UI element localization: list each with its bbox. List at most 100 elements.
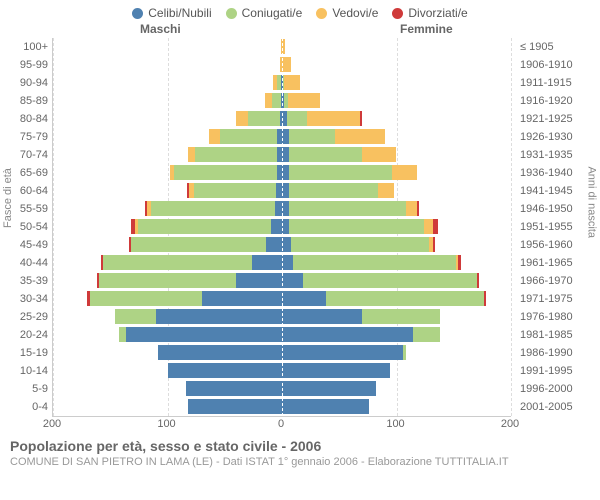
bar-segment-female xyxy=(424,219,433,234)
bar-segment-female xyxy=(293,255,456,270)
bar-segment-female xyxy=(282,237,291,252)
footer: Popolazione per età, sesso e stato civil… xyxy=(0,434,600,468)
age-label: 75-79 xyxy=(0,128,48,146)
bar-segment-female xyxy=(282,363,390,378)
bar-segment-female xyxy=(362,309,440,324)
birth-year-label: 1941-1945 xyxy=(514,182,600,200)
birth-year-label: 1911-1915 xyxy=(514,74,600,92)
bar-segment-male xyxy=(156,309,282,324)
birth-year-label: 1946-1950 xyxy=(514,200,600,218)
bar-segment-female xyxy=(282,147,289,162)
bar-segment-female xyxy=(289,165,392,180)
bar-segment-male xyxy=(103,255,252,270)
birth-year-label: 1951-1955 xyxy=(514,218,600,236)
age-label: 25-29 xyxy=(0,308,48,326)
x-tick-label: 100 xyxy=(386,418,404,430)
birth-year-label: 1991-1995 xyxy=(514,362,600,380)
legend-label: Coniugati/e xyxy=(242,6,303,20)
bar-segment-male xyxy=(168,363,283,378)
bar-segment-female xyxy=(417,201,419,216)
legend-item: Coniugati/e xyxy=(226,6,303,20)
bar-segment-male xyxy=(158,345,282,360)
bar-segment-female xyxy=(282,57,291,72)
bar-segment-female xyxy=(289,219,424,234)
bar-segment-female xyxy=(433,237,435,252)
age-label: 55-59 xyxy=(0,200,48,218)
bar-segment-male xyxy=(97,273,99,288)
bar-segment-female xyxy=(458,255,460,270)
age-label: 45-49 xyxy=(0,236,48,254)
x-tick-label: 100 xyxy=(157,418,175,430)
bar-segment-male xyxy=(266,237,282,252)
age-label: 15-19 xyxy=(0,344,48,362)
age-label: 50-54 xyxy=(0,218,48,236)
age-label: 20-24 xyxy=(0,326,48,344)
bar-segment-male xyxy=(209,129,220,144)
bar-segment-male xyxy=(126,327,282,342)
bar-segment-male xyxy=(236,111,247,126)
bar-segment-male xyxy=(189,183,194,198)
bar-segment-male xyxy=(248,111,280,126)
bar-segment-female xyxy=(360,111,362,126)
bar-segment-female xyxy=(282,291,326,306)
bar-segment-female xyxy=(392,165,417,180)
legend: Celibi/NubiliConiugati/eVedovi/eDivorzia… xyxy=(0,0,600,22)
bar-segment-male xyxy=(252,255,282,270)
birth-year-label: 1931-1935 xyxy=(514,146,600,164)
bar-segment-female xyxy=(406,201,417,216)
bar-segment-male xyxy=(236,273,282,288)
birth-year-label: ≤ 1905 xyxy=(514,38,600,56)
header-female: Femmine xyxy=(400,22,453,36)
legend-item: Vedovi/e xyxy=(316,6,378,20)
bar-segment-male xyxy=(101,255,103,270)
bar-segment-male xyxy=(131,219,136,234)
age-label: 35-39 xyxy=(0,272,48,290)
chart-subtitle: COMUNE DI SAN PIETRO IN LAMA (LE) - Dati… xyxy=(10,454,590,468)
age-label: 80-84 xyxy=(0,110,48,128)
x-tick-label: 0 xyxy=(278,418,284,430)
bar-segment-male xyxy=(188,399,282,414)
bar-segment-female xyxy=(289,129,335,144)
bar-segment-female xyxy=(291,237,428,252)
legend-swatch xyxy=(226,8,237,19)
age-label: 60-64 xyxy=(0,182,48,200)
bar-segment-female xyxy=(413,327,440,342)
birth-year-label: 1916-1920 xyxy=(514,92,600,110)
bar-segment-male xyxy=(131,237,266,252)
age-label: 0-4 xyxy=(0,398,48,416)
bar-segment-male xyxy=(135,219,137,234)
age-label: 100+ xyxy=(0,38,48,56)
bar-segment-female xyxy=(282,255,293,270)
bar-segment-male xyxy=(265,93,272,108)
x-axis: 2001000100200 xyxy=(52,416,510,434)
plot-area xyxy=(52,38,511,417)
bar-segment-male xyxy=(99,273,236,288)
bar-segment-female xyxy=(303,273,477,288)
birth-year-label: 1921-1925 xyxy=(514,110,600,128)
bar-segment-male xyxy=(87,291,89,306)
bar-segment-male xyxy=(119,327,126,342)
bar-segment-male xyxy=(271,219,282,234)
bar-segment-female xyxy=(282,165,289,180)
legend-swatch xyxy=(392,8,403,19)
bar-segment-female xyxy=(403,345,405,360)
birth-year-label: 1926-1930 xyxy=(514,128,600,146)
population-pyramid: Fasce di età Anni di nascita 20010001002… xyxy=(0,38,600,434)
bar-segment-male xyxy=(145,201,147,216)
birth-year-label: 1906-1910 xyxy=(514,56,600,74)
bar-segment-male xyxy=(174,165,277,180)
bar-segment-female xyxy=(282,129,289,144)
bar-segment-female xyxy=(282,327,413,342)
age-label: 85-89 xyxy=(0,92,48,110)
age-label: 5-9 xyxy=(0,380,48,398)
bar-segment-male xyxy=(202,291,282,306)
legend-swatch xyxy=(132,8,143,19)
header-male: Maschi xyxy=(140,22,181,36)
bar-segment-female xyxy=(326,291,484,306)
bar-segment-female xyxy=(287,111,308,126)
bar-segment-male xyxy=(90,291,202,306)
bar-segment-female xyxy=(289,147,362,162)
age-label: 65-69 xyxy=(0,164,48,182)
x-tick-label: 200 xyxy=(43,418,61,430)
legend-label: Celibi/Nubili xyxy=(148,6,211,20)
